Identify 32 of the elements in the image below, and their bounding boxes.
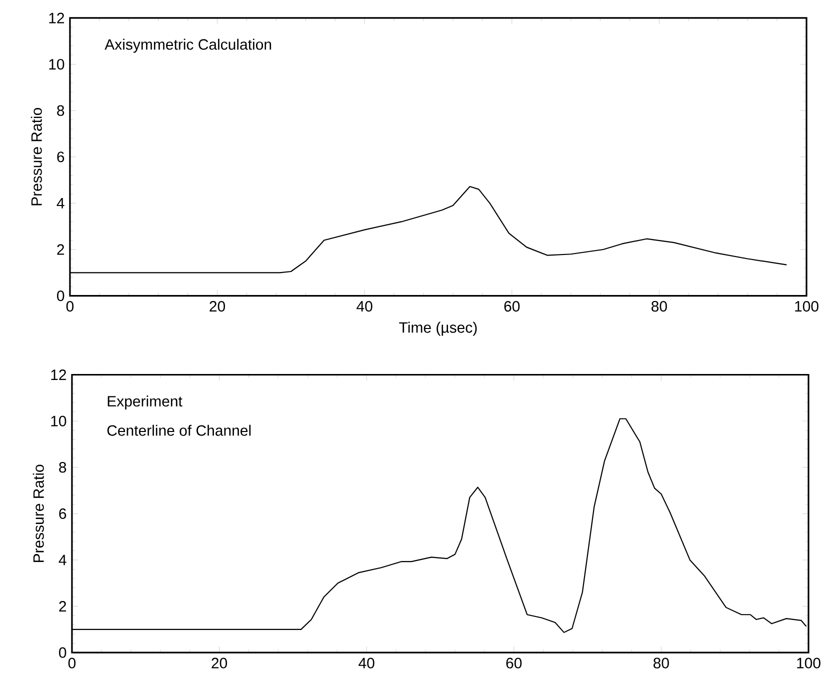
y-tick-label: 12	[51, 370, 66, 380]
y-axis-title: Pressure Ratio	[30, 108, 42, 206]
x-tick-label: 60	[506, 658, 522, 669]
x-tick-label: 40	[356, 301, 372, 312]
y-tick-label: 10	[51, 416, 66, 427]
y-tick-label: 10	[49, 59, 64, 70]
x-tick-label: 100	[797, 658, 820, 669]
x-tick-label: 20	[212, 658, 228, 669]
y-tick-label: 6	[57, 152, 64, 162]
x-tick-label: 20	[210, 301, 226, 312]
y-tick-label: 12	[49, 12, 64, 24]
x-tick-label: 100	[795, 301, 818, 312]
y-tick-label: 0	[59, 647, 66, 658]
y-tick-label: 8	[57, 106, 64, 116]
y-tick-label: 6	[59, 508, 66, 520]
x-axis-title: Time (µsec)	[399, 322, 477, 336]
annotation: Centerline of Channel	[107, 425, 251, 436]
annotation: Axisymmetric Calculation	[104, 39, 272, 53]
x-tick-label: 0	[66, 301, 74, 312]
x-tick-label: 60	[504, 301, 520, 312]
x-tick-label: 80	[652, 301, 667, 312]
y-tick-label: 4	[56, 198, 64, 209]
y-axis-title: Pressure Ratio	[32, 464, 44, 562]
y-tick-label: 2	[57, 244, 64, 255]
y-tick-label: 2	[59, 601, 66, 612]
y-tick-label: 8	[59, 462, 66, 473]
x-tick-label: 40	[358, 658, 374, 669]
x-tick-label: 0	[68, 658, 76, 669]
x-tick-label: 80	[654, 658, 669, 669]
y-tick-label: 4	[58, 555, 66, 566]
annotation: Experiment	[108, 396, 182, 410]
y-tick-label: 0	[57, 290, 64, 302]
